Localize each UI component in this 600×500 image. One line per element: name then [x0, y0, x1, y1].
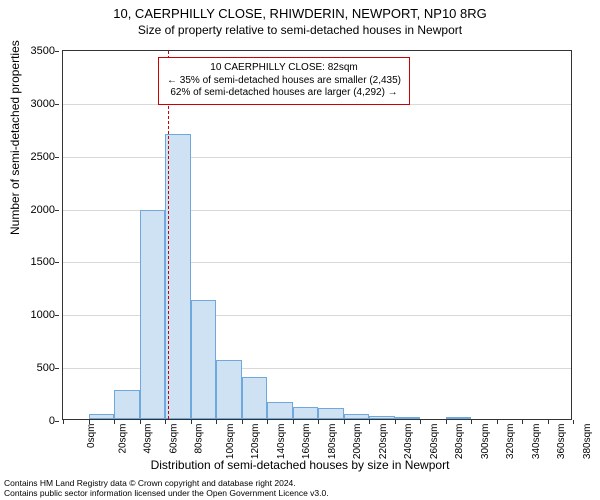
x-tick-label: 120sqm: [250, 424, 261, 460]
histogram-bar: [242, 377, 268, 419]
x-tick: [344, 420, 345, 424]
y-tick: [55, 262, 59, 263]
annotation-line: 10 CAERPHILLY CLOSE: 82sqm: [167, 62, 401, 75]
y-tick: [55, 421, 59, 422]
histogram-bar: [446, 417, 472, 419]
histogram-bar: [140, 210, 166, 419]
y-tick-label: 500: [15, 362, 55, 374]
histogram-bar: [216, 360, 242, 419]
x-tick: [318, 420, 319, 424]
x-tick-label: 240sqm: [403, 424, 414, 460]
x-tick-label: 80sqm: [194, 424, 205, 454]
x-tick: [63, 420, 64, 424]
x-tick-label: 60sqm: [168, 424, 179, 454]
property-marker-line: [168, 51, 169, 419]
x-tick: [293, 420, 294, 424]
y-tick-label: 3500: [15, 45, 55, 57]
x-tick-label: 300sqm: [480, 424, 491, 460]
y-tick-label: 2500: [15, 151, 55, 163]
x-tick-label: 360sqm: [556, 424, 567, 460]
y-tick-label: 1500: [15, 256, 55, 268]
y-tick: [55, 51, 59, 52]
x-tick: [242, 420, 243, 424]
y-tick: [55, 368, 59, 369]
y-tick: [55, 104, 59, 105]
gridline: [63, 157, 571, 158]
x-tick: [420, 420, 421, 424]
x-tick: [369, 420, 370, 424]
histogram-bar: [293, 407, 319, 419]
x-tick: [395, 420, 396, 424]
x-tick: [165, 420, 166, 424]
x-tick-label: 220sqm: [378, 424, 389, 460]
x-tick-label: 100sqm: [225, 424, 236, 460]
x-tick-label: 0sqm: [86, 424, 97, 448]
x-tick-label: 200sqm: [352, 424, 363, 460]
x-tick-label: 320sqm: [505, 424, 516, 460]
x-tick: [267, 420, 268, 424]
x-tick: [471, 420, 472, 424]
histogram-bar: [165, 134, 191, 419]
x-tick: [573, 420, 574, 424]
histogram-bar: [114, 390, 140, 419]
x-tick: [191, 420, 192, 424]
y-tick: [55, 315, 59, 316]
histogram-bar: [318, 408, 344, 419]
x-tick: [216, 420, 217, 424]
x-tick-label: 280sqm: [454, 424, 465, 460]
x-tick: [446, 420, 447, 424]
annotation-line: ← 35% of semi-detached houses are smalle…: [167, 75, 401, 88]
x-tick: [140, 420, 141, 424]
y-tick: [55, 157, 59, 158]
footer-attribution: Contains HM Land Registry data © Crown c…: [4, 478, 329, 498]
histogram-bar: [89, 414, 115, 419]
annotation-line: 62% of semi-detached houses are larger (…: [167, 87, 401, 100]
histogram-bar: [191, 300, 217, 419]
y-tick-label: 1000: [15, 309, 55, 321]
x-tick-label: 340sqm: [531, 424, 542, 460]
plot-area: 05001000150020002500300035000sqm20sqm40s…: [62, 50, 572, 420]
x-tick: [497, 420, 498, 424]
y-tick: [55, 210, 59, 211]
x-tick-label: 180sqm: [327, 424, 338, 460]
x-tick-label: 20sqm: [117, 424, 128, 454]
x-axis-label: Distribution of semi-detached houses by …: [0, 458, 600, 472]
footer-line-2: Contains public sector information licen…: [4, 488, 329, 498]
histogram-bar: [344, 414, 370, 419]
x-tick: [548, 420, 549, 424]
x-tick-label: 380sqm: [582, 424, 593, 460]
chart-title-main: 10, CAERPHILLY CLOSE, RHIWDERIN, NEWPORT…: [0, 0, 600, 21]
x-tick-label: 40sqm: [143, 424, 154, 454]
histogram-bar: [369, 416, 395, 419]
histogram-bar: [395, 417, 421, 419]
x-tick-label: 160sqm: [301, 424, 312, 460]
x-tick: [89, 420, 90, 424]
x-tick: [522, 420, 523, 424]
chart-title-sub: Size of property relative to semi-detach…: [0, 21, 600, 37]
y-tick-label: 2000: [15, 204, 55, 216]
x-tick-label: 140sqm: [276, 424, 287, 460]
footer-line-1: Contains HM Land Registry data © Crown c…: [4, 478, 329, 488]
x-tick-label: 260sqm: [429, 424, 440, 460]
histogram-bar: [267, 402, 293, 419]
y-tick-label: 0: [15, 415, 55, 427]
annotation-callout: 10 CAERPHILLY CLOSE: 82sqm← 35% of semi-…: [158, 57, 410, 105]
x-tick: [114, 420, 115, 424]
y-tick-label: 3000: [15, 98, 55, 110]
